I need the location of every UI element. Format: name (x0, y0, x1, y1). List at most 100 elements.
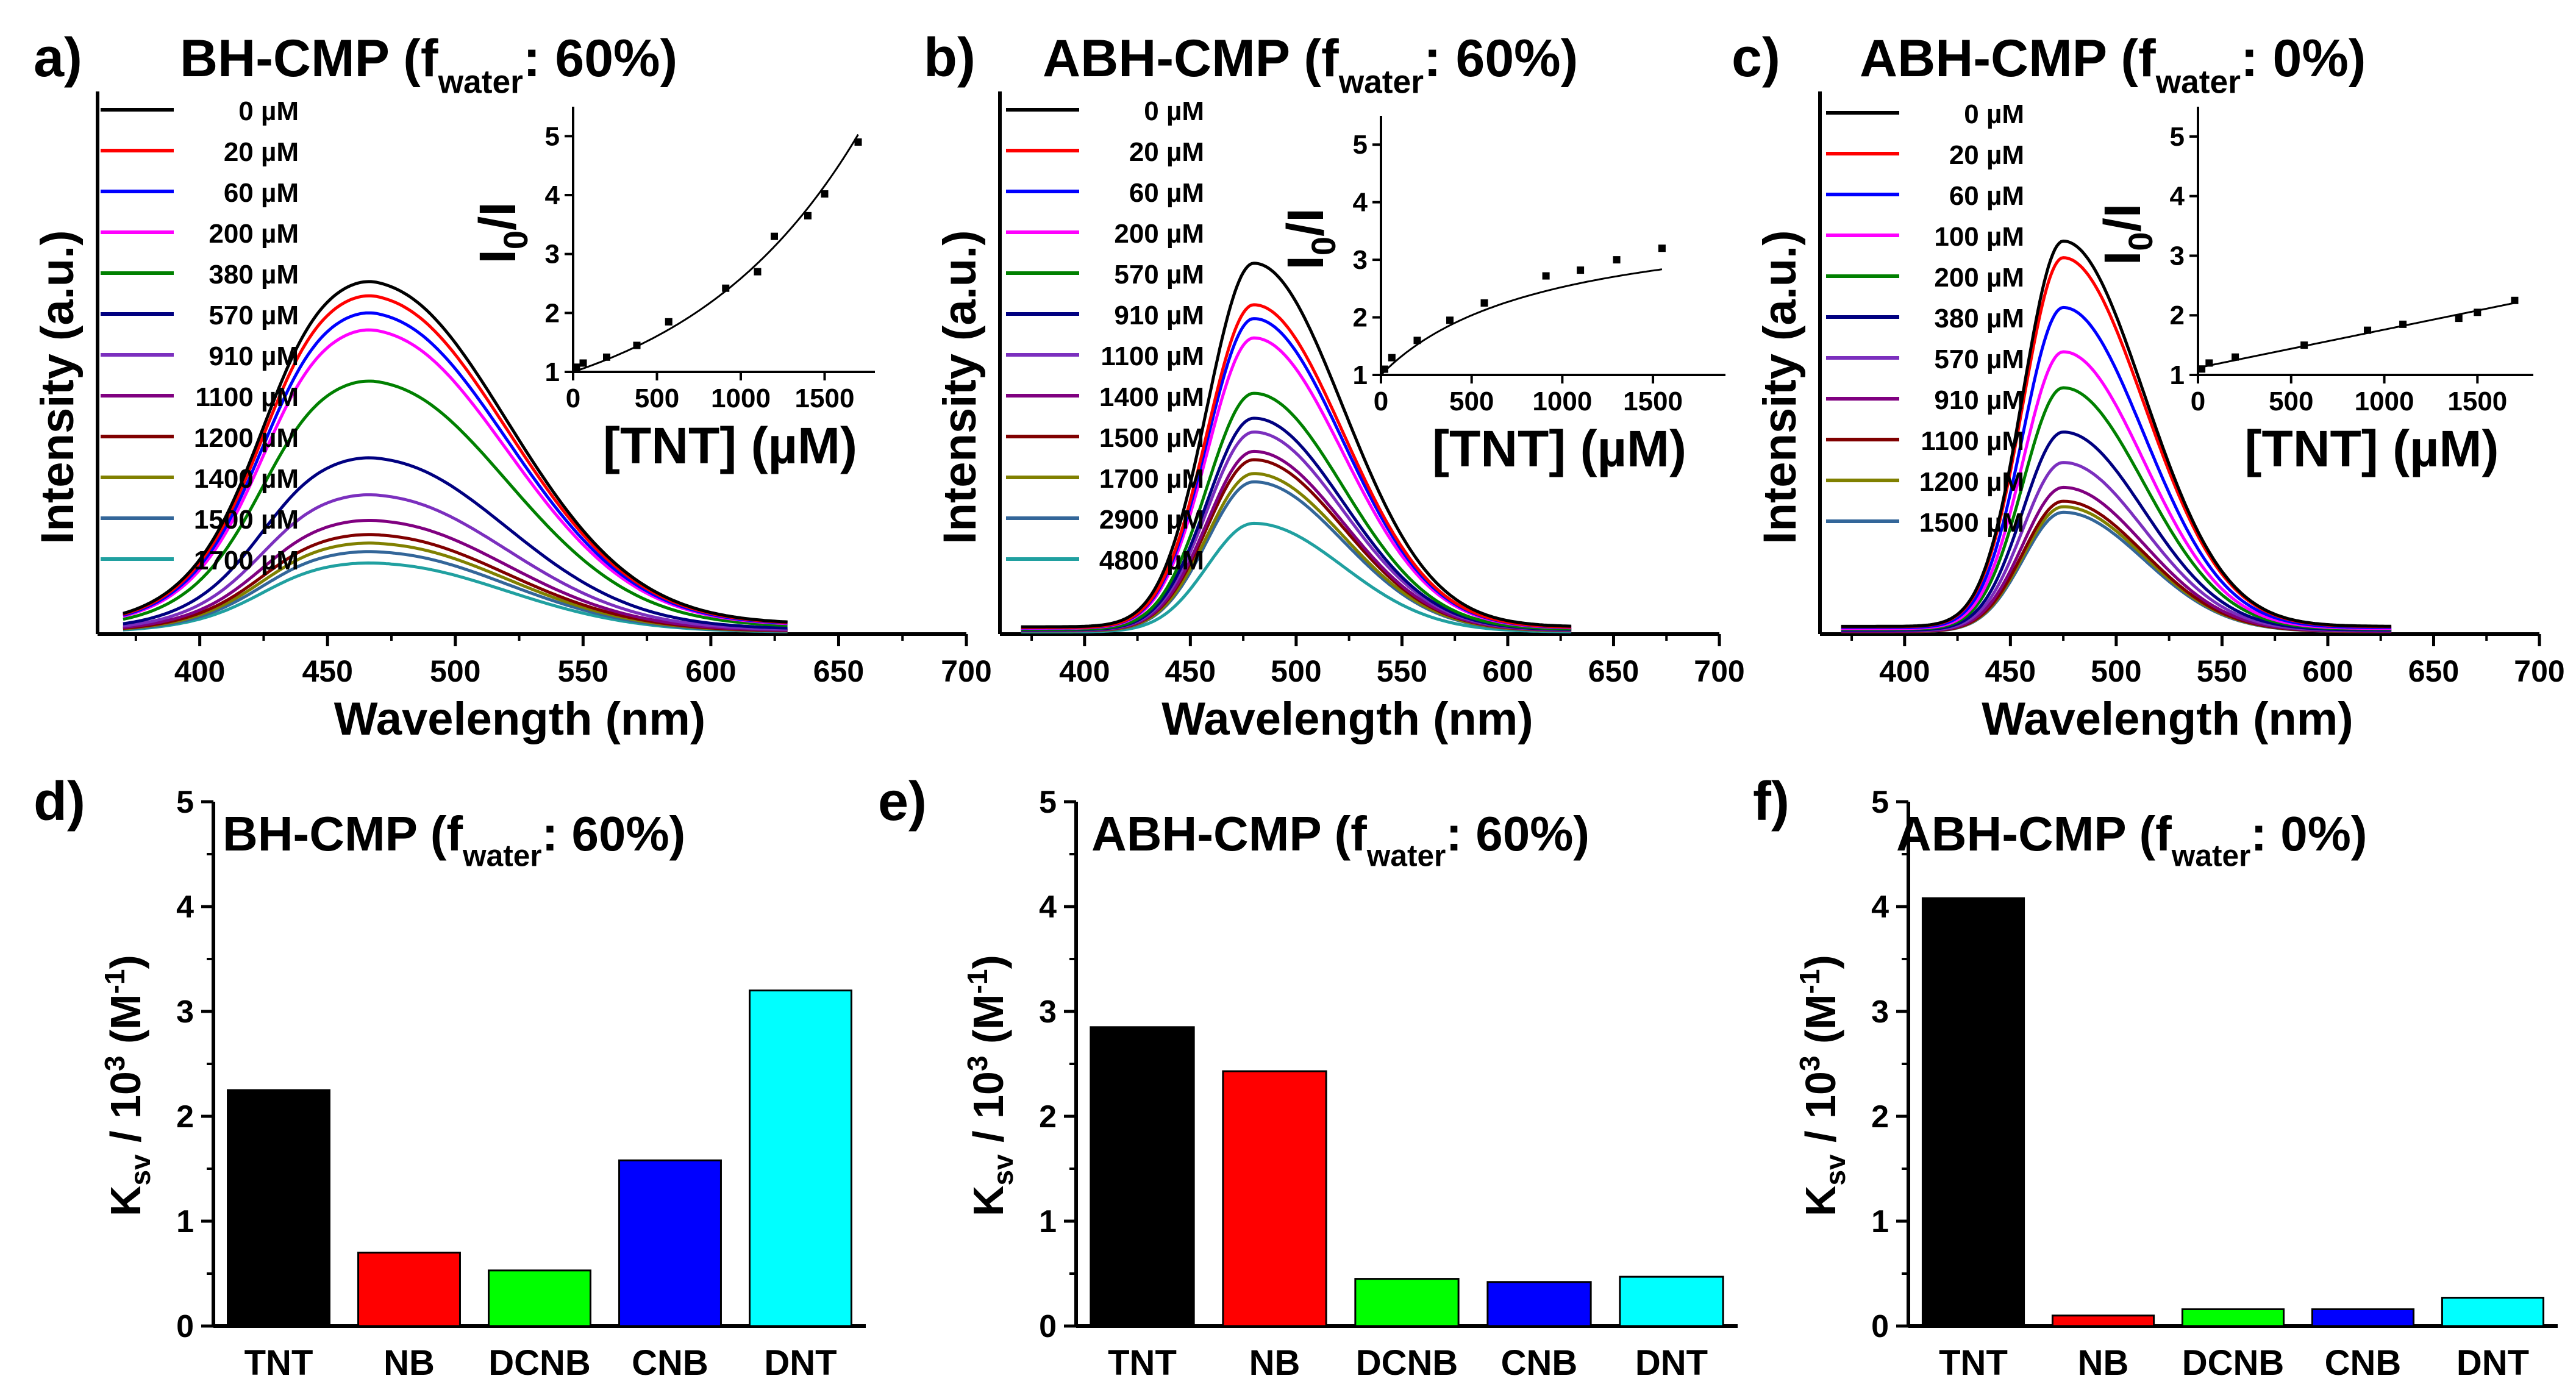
legend-label: 2900 µM (1099, 505, 1204, 535)
legend-label: 1200 µM (1919, 467, 2024, 497)
bar-dnt (1619, 1275, 1724, 1327)
x-tick-label: TNT (244, 1343, 313, 1383)
inset-data-point (1413, 337, 1421, 344)
inset-y-tick-label: 2 (545, 298, 560, 328)
inset-data-point (573, 363, 580, 371)
legend-label: 570 µM (1934, 344, 2024, 374)
panel-label: f) (1753, 771, 1789, 832)
y-tick-label: 3 (1039, 994, 1057, 1030)
inset-data-point (754, 268, 762, 276)
inset-y-tick-label: 4 (2170, 182, 2185, 212)
x-tick-label: TNT (1108, 1343, 1177, 1383)
inset-plot: 1 2 3 4 5 0 500 1000 1500 I0/I [TNT] (µM) (1277, 116, 1725, 477)
x-tick-label: NB (2078, 1343, 2129, 1383)
spectrum-line (1021, 391, 1572, 631)
x-tick-label: TNT (1939, 1343, 2008, 1383)
inset-x-tick-label: 500 (635, 383, 679, 413)
inset-y-tick-label: 2 (2170, 301, 2185, 330)
inset-x-tick-label: 0 (2191, 387, 2205, 416)
inset-y-tick-label: 4 (1353, 188, 1368, 218)
legend: 0 µM 20 µM 60 µM 200 µM 380 µM 570 µM 910 µM 11… (101, 96, 299, 576)
x-tick-label: DNT (1635, 1343, 1708, 1383)
bar-tnt (1090, 1026, 1195, 1327)
y-tick-label: 3 (176, 994, 194, 1030)
inset-fit-curve (1380, 268, 1663, 376)
x-tick-label: NB (1249, 1343, 1300, 1383)
legend-label: 910 µM (1114, 301, 1204, 330)
x-tick-label: 650 (813, 654, 864, 688)
spectrum-line (1841, 239, 2392, 628)
inset-data-point (603, 353, 610, 361)
x-tick-label: 700 (1694, 654, 1744, 688)
bar-cnb (618, 1159, 722, 1327)
legend-label: 20 µM (1949, 140, 2024, 170)
x-tick-label: 550 (558, 654, 608, 688)
panel-label: c) (1732, 27, 1780, 88)
inset-data-point (722, 284, 730, 292)
x-tick-label: DCNB (2182, 1343, 2285, 1383)
bar-cnb (1486, 1281, 1592, 1327)
y-tick-label: 1 (1871, 1204, 1889, 1239)
inset-x-tick-label: 1000 (711, 383, 771, 413)
legend-label: 1700 µM (1099, 464, 1204, 494)
inset-data-point (1388, 354, 1396, 362)
y-tick-label: 1 (1039, 1204, 1057, 1239)
inset-data-point (1380, 365, 1388, 373)
y-tick-label: 4 (1039, 890, 1057, 925)
y-tick-label: 0 (1039, 1309, 1057, 1344)
y-tick-label: 5 (176, 785, 194, 820)
legend-label: 200 µM (1934, 263, 2024, 293)
inset-x-tick-label: 1500 (1623, 387, 1683, 416)
bar-cnb (2311, 1308, 2415, 1327)
inset-y-tick-label: 3 (545, 240, 560, 269)
inset-y-tick-label: 5 (545, 121, 560, 151)
inset-x-tick-label: 1500 (2447, 387, 2507, 416)
inset-data-point (1542, 272, 1550, 280)
inset-data-point (2455, 315, 2463, 323)
legend: 0 µM 20 µM 60 µM 100 µM 200 µM 380 µM 570 µM 91… (1826, 99, 2024, 538)
spectrum-line (123, 456, 788, 630)
spectrum-line (1021, 262, 1572, 629)
bar-dcnb (488, 1269, 591, 1327)
x-tick-label: DNT (2456, 1343, 2529, 1383)
y-tick-label: 5 (1871, 785, 1889, 820)
inset-y-tick-label: 1 (1353, 360, 1368, 390)
inset-fit-curve (2197, 302, 2515, 369)
inset-y-axis-label: I0/I (469, 202, 535, 263)
legend-label: 910 µM (209, 341, 299, 371)
bar-dnt (749, 989, 852, 1327)
inset-data-point (2232, 353, 2239, 361)
x-tick-label: 450 (1165, 654, 1216, 688)
inset-y-tick-label: 3 (1353, 245, 1368, 275)
panel-label: b) (924, 27, 976, 88)
y-tick-label: 2 (1039, 1099, 1057, 1135)
inset-data-point (2511, 296, 2519, 304)
legend-label: 380 µM (209, 260, 299, 290)
bar-tnt (1921, 897, 2025, 1327)
spectrum-line (123, 493, 788, 631)
legend-label: 200 µM (1114, 219, 1204, 249)
x-tick-label: 550 (2197, 654, 2247, 688)
legend-label: 1700 µM (194, 546, 299, 576)
inset-data-point (1446, 316, 1454, 324)
y-tick-label: 1 (176, 1204, 194, 1239)
bar-nb (1222, 1070, 1327, 1327)
inset-y-tick-label: 5 (1353, 130, 1368, 160)
y-tick-label: 0 (1871, 1309, 1889, 1344)
inset-data-point (854, 138, 862, 146)
bar-nb (2051, 1314, 2155, 1327)
inset-x-axis-label: [TNT] (µM) (603, 417, 857, 474)
bar-panel: 0 1 2 3 4 5 TNT NB DCNB CNB DNT Ksv / 103 (M-1) (1794, 785, 2558, 1383)
inset-y-tick-label: 5 (2170, 122, 2185, 152)
legend-label: 1500 µM (1099, 423, 1204, 453)
inset-y-axis-label: I0/I (1277, 208, 1343, 269)
x-tick-label: 600 (1482, 654, 1533, 688)
x-tick-label: CNB (2325, 1343, 2402, 1383)
inset-data-point (2205, 359, 2213, 367)
legend-label: 60 µM (1129, 178, 1204, 208)
inset-y-tick-label: 2 (1353, 303, 1368, 333)
panel-title: BH-CMP (fwater: 60%) (223, 807, 685, 873)
inset-y-axis-label: I0/I (2094, 204, 2160, 265)
panel-label: d) (34, 771, 85, 832)
